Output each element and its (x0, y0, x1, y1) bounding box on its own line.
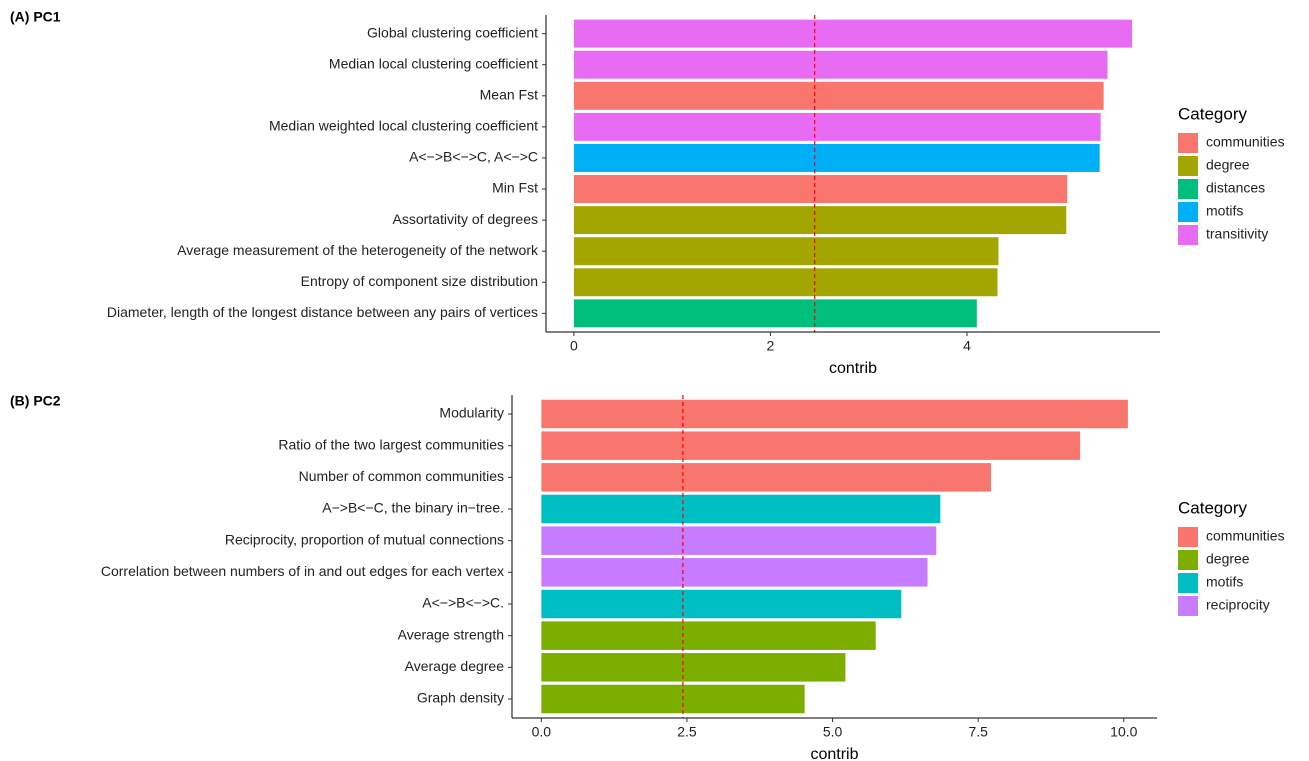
y-tick-label: Average strength (398, 626, 504, 642)
legend-label: degree (1206, 157, 1250, 173)
bar (573, 19, 1133, 48)
legend-label: reciprocity (1206, 597, 1270, 613)
y-tick-label: Min Fst (492, 180, 538, 196)
bar (573, 268, 998, 297)
bar (541, 431, 1081, 460)
x-tick-label: 5.0 (823, 724, 843, 740)
legend-key (1178, 133, 1198, 153)
legend-key (1178, 596, 1198, 616)
y-tick-label: A<−>B<−>C, A<−>C (409, 149, 538, 165)
bar (573, 206, 1067, 235)
legend-key (1178, 156, 1198, 176)
legend-title: Category (1178, 498, 1247, 517)
y-tick-label: Ratio of the two largest communities (278, 436, 504, 452)
bar (541, 589, 902, 619)
y-tick-label: Mean Fst (480, 87, 538, 103)
legend-key (1178, 225, 1198, 245)
x-axis-title: contrib (829, 360, 877, 377)
bar (541, 463, 992, 492)
x-tick-label: 2.5 (677, 724, 697, 740)
legend-title: Category (1178, 104, 1247, 123)
legend-label: communities (1206, 528, 1285, 544)
panel-title: (A) PC1 (10, 9, 61, 25)
bar (541, 494, 941, 524)
legend-label: motifs (1206, 203, 1243, 219)
bar (541, 684, 805, 714)
y-tick-label: Entropy of component size distribution (301, 273, 538, 289)
y-tick-label: Graph density (417, 690, 504, 706)
legend-key (1178, 550, 1198, 570)
bar (541, 621, 876, 650)
bar (541, 653, 846, 682)
legend-label: degree (1206, 551, 1250, 567)
legend-label: distances (1206, 180, 1265, 196)
bar (541, 558, 928, 587)
bar (573, 50, 1108, 79)
panel-title: (B) PC2 (10, 393, 61, 409)
y-tick-label: Median local clustering coefficient (329, 55, 538, 71)
bar (573, 81, 1104, 110)
x-tick-label: 4 (963, 338, 971, 354)
x-tick-label: 2 (767, 338, 775, 354)
x-tick-label: 10.0 (1110, 724, 1137, 740)
legend-label: motifs (1206, 574, 1243, 590)
bar (573, 143, 1100, 172)
legend-key (1178, 527, 1198, 547)
legend-label: communities (1206, 134, 1285, 150)
bar (573, 299, 977, 328)
legend-key (1178, 573, 1198, 593)
bar (573, 237, 999, 266)
bar (573, 112, 1101, 141)
x-tick-label: 7.5 (968, 724, 988, 740)
bar (541, 526, 937, 555)
legend-key (1178, 179, 1198, 199)
y-tick-label: A<−>B<−>C. (422, 595, 504, 611)
y-tick-label: Average degree (405, 658, 505, 674)
y-tick-label: A−>B<−C, the binary in−tree. (322, 500, 504, 516)
bar (541, 399, 1128, 429)
y-tick-label: Correlation between numbers of in and ou… (101, 563, 504, 579)
y-tick-label: Average measurement of the heterogeneity… (177, 242, 539, 258)
x-tick-label: 0.0 (532, 724, 552, 740)
y-tick-label: Modularity (439, 405, 504, 421)
y-tick-label: Number of common communities (299, 468, 504, 484)
bar (573, 175, 1068, 204)
y-tick-label: Median weighted local clustering coeffic… (269, 118, 538, 134)
legend-key (1178, 202, 1198, 222)
y-tick-label: Diameter, length of the longest distance… (107, 304, 538, 320)
x-tick-label: 0 (570, 338, 578, 354)
y-tick-label: Global clustering coefficient (367, 24, 538, 40)
y-tick-label: Reciprocity, proportion of mutual connec… (225, 531, 504, 547)
x-axis-title: contrib (810, 746, 858, 761)
legend-label: transitivity (1206, 226, 1268, 242)
y-tick-label: Assortativity of degrees (392, 211, 538, 227)
